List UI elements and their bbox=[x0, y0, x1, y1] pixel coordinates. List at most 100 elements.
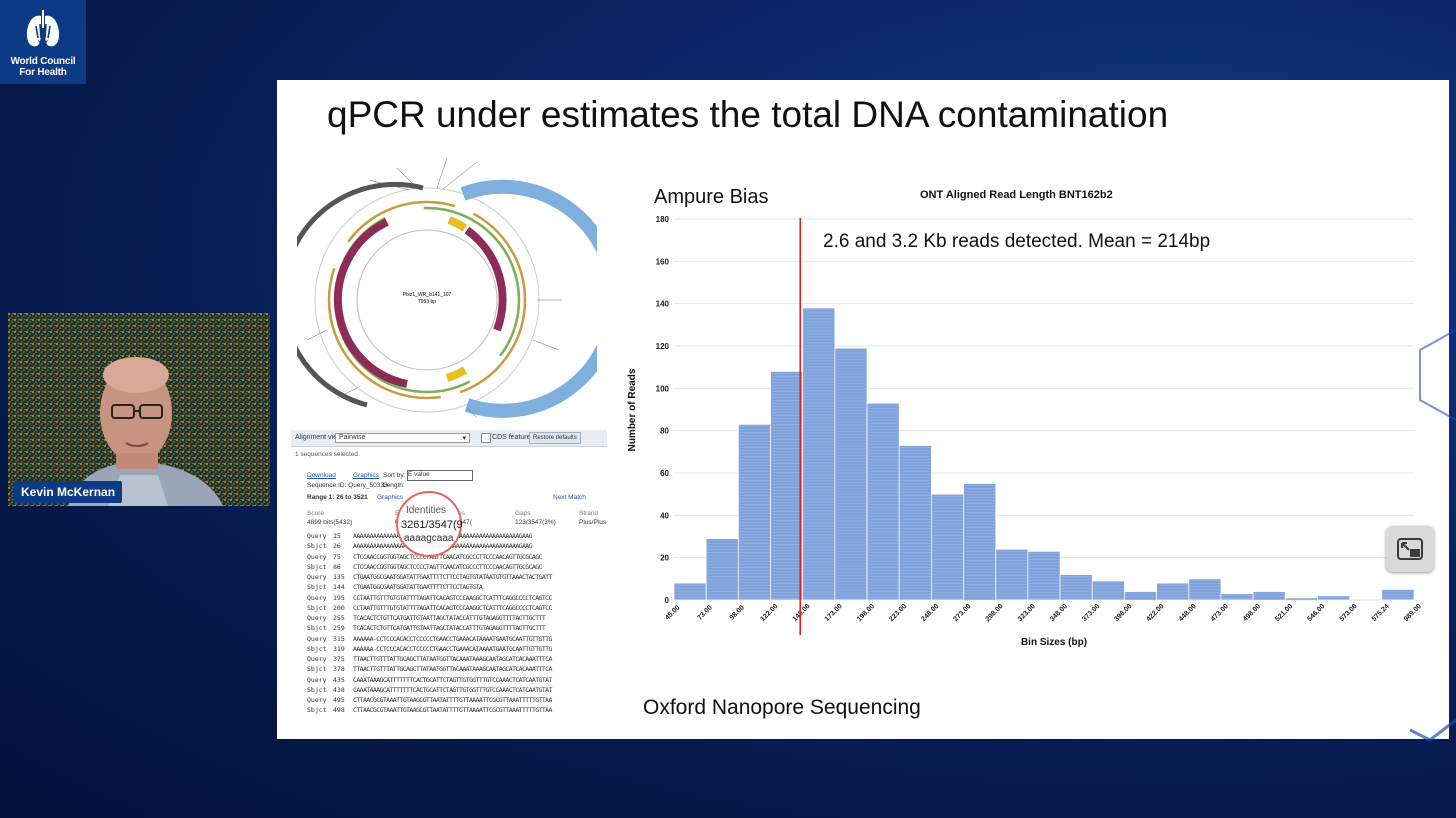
x-tick-label: 448.00 bbox=[1178, 603, 1198, 623]
row-kind: Query bbox=[307, 655, 327, 663]
row-sequence: AAAAAA-CCTCCCACACCTCCCCCTGAACCTGAAACATAA… bbox=[353, 634, 552, 643]
speaker-name-tag: Kevin McKernan bbox=[14, 481, 123, 503]
histogram-bar bbox=[770, 370, 804, 601]
sequence-id: Sequence ID: Query_50333 bbox=[307, 482, 388, 489]
row-position: 319 bbox=[333, 644, 345, 653]
x-tick-label: 223.00 bbox=[888, 603, 908, 623]
histogram-bar bbox=[1027, 550, 1061, 601]
histogram-bar bbox=[995, 548, 1029, 601]
plasmid-outer-arc bbox=[460, 179, 597, 418]
speaker-video bbox=[8, 313, 270, 506]
y-tick-label: 20 bbox=[660, 554, 669, 563]
row-sequence: CTCCAACCGGTGGTAGCTCCCCTAGTTCAACATCGCCCTT… bbox=[353, 552, 542, 561]
y-tick-label: 0 bbox=[665, 596, 670, 605]
alignment-row: Query 315 AAAAAA-CCTCCCACACCTCCCCCTGAACCTG… bbox=[307, 635, 552, 643]
chart-title: ONT Aligned Read Length BNT162b2 bbox=[920, 189, 1113, 201]
row-sequence: CTTAACGCGTAAATTGTAAGCGTTAATATTTTGTTAAAAT… bbox=[353, 696, 552, 704]
graphics-link[interactable]: Graphics bbox=[353, 472, 380, 479]
identities-magnifier: Identities 3261/3547(9 aaaagcaaa bbox=[396, 491, 463, 557]
row-sequence: AAAAAA-CCTCCCACACCTCCCCCTGAACCTGAAACATAA… bbox=[353, 644, 552, 653]
sort-label: Sort by: bbox=[383, 472, 406, 479]
identities-sequence: aaaagcaaa bbox=[404, 533, 454, 544]
histogram-bar bbox=[1252, 591, 1286, 601]
row-kind: Query bbox=[307, 614, 327, 622]
histogram-bar bbox=[1059, 574, 1093, 601]
slide-footer-label: Oxford Nanopore Sequencing bbox=[643, 696, 921, 719]
logo-text: World Council For Health bbox=[0, 56, 86, 78]
x-tick-label: 373.00 bbox=[1081, 603, 1101, 623]
score-header: Score bbox=[307, 510, 324, 517]
next-match-link[interactable]: Next Match bbox=[553, 494, 586, 501]
row-kind: Sbjct bbox=[307, 706, 327, 714]
row-position: 259 bbox=[333, 624, 345, 632]
y-tick-label: 100 bbox=[656, 384, 670, 393]
alignment-row: Query 495 CTTAACGCGTAAATTGTAAGCGTTAATATTTT… bbox=[307, 696, 552, 704]
row-sequence: CTCCAACCGGTGGTAGCTCCCCTAGTTCAACATCGCCCTT… bbox=[353, 562, 542, 571]
download-link[interactable]: Download bbox=[307, 472, 336, 479]
y-tick-label: 160 bbox=[656, 257, 670, 266]
row-kind: Query bbox=[307, 573, 327, 581]
histogram-bar bbox=[673, 582, 707, 601]
histogram-bar bbox=[1091, 580, 1125, 601]
x-tick-label: 573.00 bbox=[1339, 603, 1359, 623]
row-position: 26 bbox=[333, 542, 341, 550]
row-kind: Query bbox=[307, 675, 327, 684]
row-kind: Query bbox=[307, 552, 327, 561]
hexagon-decoration bbox=[1409, 330, 1456, 742]
row-position: 200 bbox=[333, 603, 345, 612]
row-sequence: TCACACTCTGTTCATGATTGTAATTAGCTATACCATTTGT… bbox=[353, 614, 546, 622]
y-tick-label: 120 bbox=[656, 342, 670, 351]
speaker-video-frame bbox=[8, 313, 270, 506]
alignment-row: Query 135 CTGAATGGCGAATGGATATTGAATTTTCTTCC… bbox=[307, 573, 552, 581]
histogram-bar bbox=[1188, 578, 1222, 601]
chart-annotation: 2.6 and 3.2 Kb reads detected. Mean = 21… bbox=[823, 231, 1211, 252]
alignment-row: Sbjct 438 CAAATAAAGCATTTTTTTCACTGCATTCTAGT… bbox=[307, 686, 552, 694]
row-kind: Sbjct bbox=[307, 542, 327, 550]
row-position: 195 bbox=[333, 593, 345, 602]
picture-in-picture-icon bbox=[1397, 538, 1423, 560]
logo-line-1: World Council bbox=[10, 56, 76, 67]
x-tick-label: 498.00 bbox=[1242, 603, 1262, 623]
ampure-bias-label: Ampure Bias bbox=[654, 186, 769, 208]
score-value: 4899 bits(5432) bbox=[307, 519, 353, 526]
x-tick-label: 173.00 bbox=[824, 603, 844, 623]
identities-label: Identities bbox=[406, 505, 447, 516]
row-sequence: TTAACTTGTTTATTGCAGCTTATAATGGTTACAAATAAAG… bbox=[353, 665, 552, 673]
plasmid-center-size: 7953 bp bbox=[418, 299, 436, 305]
lungs-hand-icon bbox=[26, 10, 60, 47]
selected-count: 1 sequences selected bbox=[295, 451, 358, 458]
y-tick-label: 180 bbox=[656, 215, 670, 224]
x-tick-label: 248.00 bbox=[920, 603, 940, 623]
plasmid-center-name: Pbiz1_WR_b141_107 bbox=[403, 292, 452, 298]
alignment-view-select[interactable]: Pairwise ▾ bbox=[335, 433, 470, 443]
row-position: 15 bbox=[333, 532, 341, 540]
sort-select[interactable]: E value bbox=[407, 470, 473, 481]
world-council-logo: World Council For Health bbox=[0, 0, 86, 84]
x-tick-label: 98.00 bbox=[729, 604, 746, 621]
expand-video-button[interactable] bbox=[1386, 526, 1434, 572]
histogram-bar bbox=[705, 538, 739, 601]
row-position: 435 bbox=[333, 675, 345, 684]
range-graphics-link[interactable]: Graphics bbox=[377, 494, 404, 501]
histogram-bar bbox=[866, 402, 900, 601]
row-position: 315 bbox=[333, 634, 345, 643]
alignment-row: Sbjct 319 AAAAAA-CCTCCCACACCTCCCCCTGAACCTG… bbox=[307, 645, 552, 653]
score-header: Strand bbox=[579, 510, 599, 517]
row-position: 75 bbox=[333, 552, 341, 561]
restore-defaults-button[interactable]: Restore defaults bbox=[529, 432, 581, 444]
row-kind: Query bbox=[307, 593, 327, 602]
identities-value: 3261/3547(9 bbox=[401, 519, 463, 531]
row-position: 375 bbox=[333, 655, 345, 663]
row-position: 255 bbox=[333, 614, 345, 622]
alignment-row: Query 435 CAAATAAAGCATTTTTTTCACTGCATTCTAGT… bbox=[307, 675, 552, 684]
row-sequence: CTTAACGCGTAAATTGTAAGCGTTAATATTTTGTTAAAAT… bbox=[353, 706, 552, 714]
alignment-row: Sbjct 378 TTAACTTGTTTATTGCAGCTTATAATGGTTAC… bbox=[307, 665, 552, 673]
length-label: Length: bbox=[383, 482, 405, 489]
alignment-row: Query 75 CTCCAACCGGTGGTAGCTCCCCTAGTTCAACAT… bbox=[307, 552, 542, 561]
x-tick-label: 45.00 bbox=[664, 604, 681, 621]
x-tick-label: 298.00 bbox=[985, 603, 1005, 623]
cds-checkbox[interactable] bbox=[481, 433, 491, 443]
alignment-row: Query 375 TTAACTTGTTTATTGCAGCTTATAATGGTTAC… bbox=[307, 655, 552, 663]
row-position: 86 bbox=[333, 562, 341, 571]
x-tick-label: 473.00 bbox=[1210, 603, 1230, 623]
